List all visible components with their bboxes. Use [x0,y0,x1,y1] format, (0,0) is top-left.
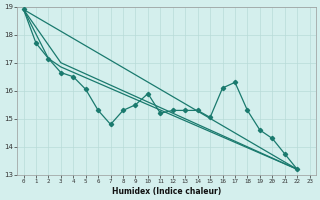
X-axis label: Humidex (Indice chaleur): Humidex (Indice chaleur) [112,187,221,196]
